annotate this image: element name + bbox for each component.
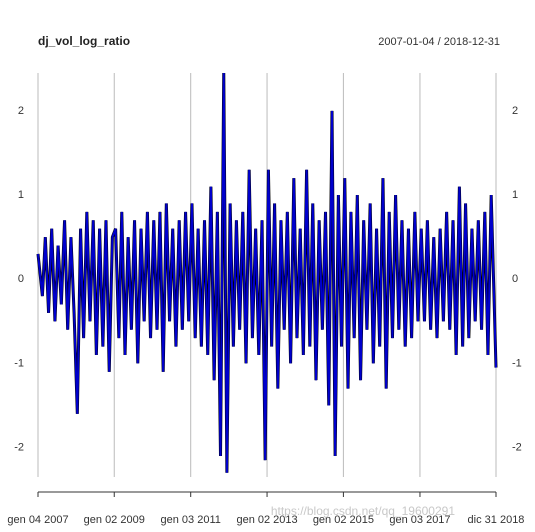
chart-title: dj_vol_log_ratio <box>38 34 130 48</box>
x-tick-label: gen 02 2015 <box>313 514 374 526</box>
x-tick-label: gen 03 2017 <box>389 514 450 526</box>
x-tick-label: gen 04 2007 <box>7 514 68 526</box>
y-tick-label: 0 <box>18 273 24 285</box>
chart-subtitle: 2007-01-04 / 2018-12-31 <box>378 36 500 48</box>
y-tick-label-right: -2 <box>512 441 522 453</box>
y-tick-label: 1 <box>18 189 24 201</box>
watermark: https://blog.csdn.net/qq_19600291 <box>271 504 455 518</box>
y-tick-label: -1 <box>14 357 24 369</box>
x-tick-label: gen 02 2013 <box>236 514 297 526</box>
y-tick-label-right: 2 <box>512 105 518 117</box>
y-tick-label-right: 0 <box>512 273 518 285</box>
y-tick-label-right: 1 <box>512 189 518 201</box>
y-tick-label: 2 <box>18 105 24 117</box>
x-tick-label: gen 02 2009 <box>84 514 145 526</box>
y-tick-label: -2 <box>14 441 24 453</box>
x-tick-label: dic 31 2018 <box>468 514 525 526</box>
x-tick-label: gen 03 2011 <box>161 514 221 526</box>
series-line <box>37 72 497 473</box>
y-tick-label-right: -1 <box>512 357 522 369</box>
